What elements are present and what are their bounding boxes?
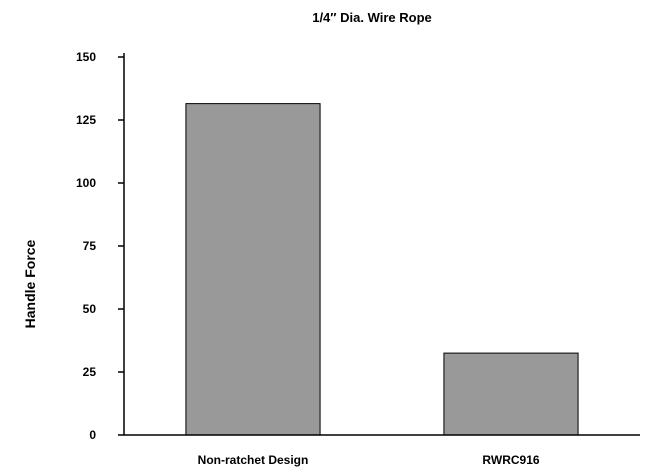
- chart-title: 1/4″ Dia. Wire Rope: [312, 10, 432, 25]
- y-ticks-group: 0 25 50 75 100 125 150: [76, 50, 124, 442]
- bars-group: [185, 103, 579, 436]
- y-tick-label: 75: [83, 239, 97, 253]
- y-tick-label: 125: [76, 113, 96, 127]
- x-tick-label: Non-ratchet Design: [198, 453, 309, 467]
- x-labels-group: Non-ratchet Design RWRC916: [198, 453, 540, 467]
- y-tick-label: 25: [83, 365, 97, 379]
- y-axis-label: Handle Force: [22, 239, 38, 328]
- y-tick-label: 100: [76, 176, 96, 190]
- y-tick-label: 0: [89, 428, 96, 442]
- x-tick-label: RWRC916: [482, 453, 539, 467]
- y-tick-label: 150: [76, 50, 96, 64]
- bar-non-ratchet-design: [185, 103, 321, 436]
- y-tick-label: 50: [83, 302, 97, 316]
- bar-rwrc916: [443, 352, 579, 436]
